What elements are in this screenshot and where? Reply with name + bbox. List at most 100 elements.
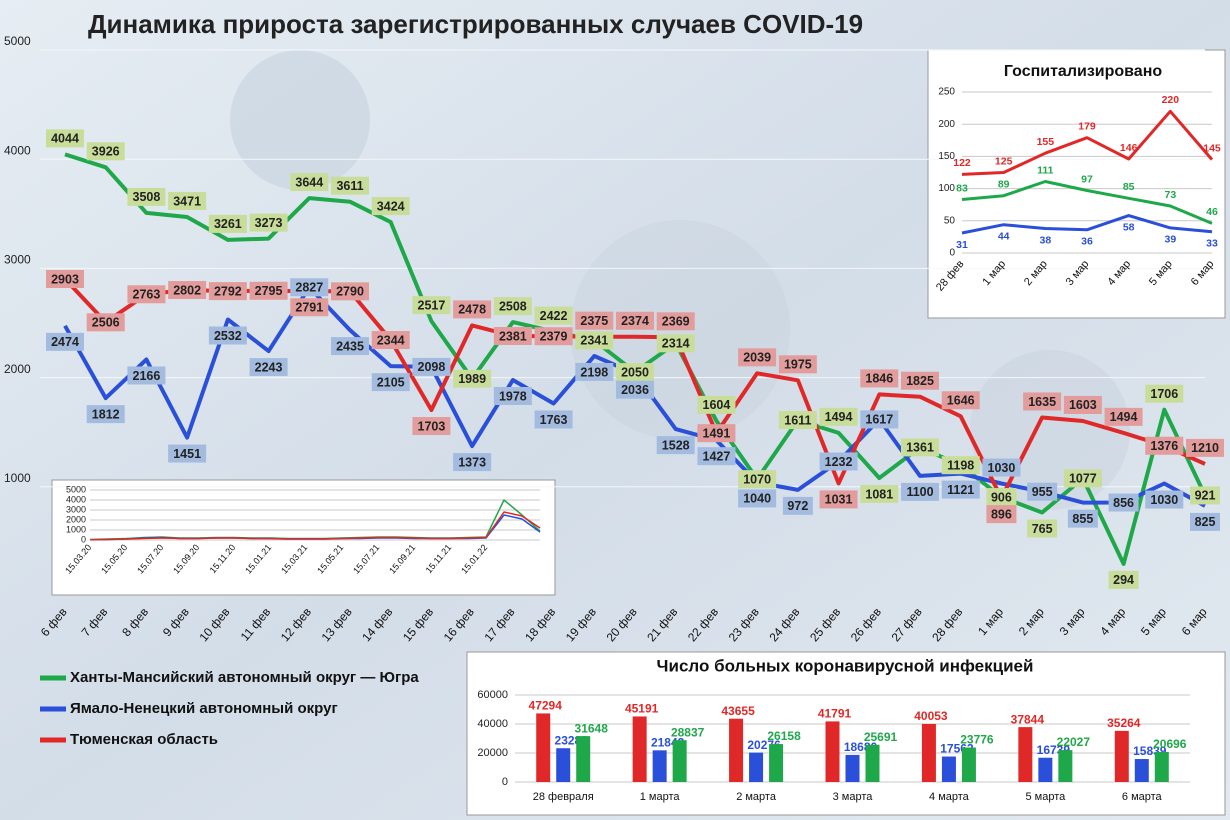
x-tick-label: 5 марта <box>1025 791 1066 803</box>
value-label: 2827 <box>295 281 323 295</box>
value-label: 35264 <box>1107 716 1141 730</box>
value-label: 972 <box>787 499 808 513</box>
value-label-box <box>493 387 532 406</box>
value-label-box <box>616 311 654 330</box>
value-label-box <box>371 331 410 350</box>
value-label: 856 <box>1113 496 1134 510</box>
y-tick-label: 2000 <box>4 362 31 376</box>
value-label: 1491 <box>703 426 731 440</box>
value-label-box <box>534 306 573 325</box>
value-label: 3611 <box>336 179 363 193</box>
value-label: 1210 <box>1191 441 1219 455</box>
value-label-box <box>127 366 166 385</box>
value-label: 1528 <box>662 438 690 452</box>
series-line <box>961 214 1213 235</box>
value-label: 1198 <box>947 458 974 472</box>
value-label-box <box>738 489 777 508</box>
bar <box>845 754 860 782</box>
value-label: 47294 <box>529 699 563 713</box>
value-label: 4044 <box>51 132 79 146</box>
value-label: 3424 <box>377 199 405 213</box>
y-tick-label: 5000 <box>66 484 86 494</box>
value-label: 1706 <box>1150 387 1178 401</box>
value-label: 28837 <box>671 725 705 739</box>
value-label-box <box>901 438 939 457</box>
value-label-box <box>819 452 858 471</box>
value-label-box <box>901 482 939 501</box>
value-label-box <box>986 488 1017 507</box>
value-label: 40053 <box>914 709 948 723</box>
value-label: 1812 <box>92 407 120 421</box>
value-label: 2341 <box>580 334 608 348</box>
value-label: 85 <box>1123 181 1135 193</box>
value-label-box <box>575 362 614 381</box>
y-tick-label: 150 <box>938 151 955 162</box>
value-label: 2763 <box>133 288 161 302</box>
value-label: 2795 <box>255 284 283 298</box>
value-label: 2532 <box>214 329 242 343</box>
bar <box>1154 751 1169 782</box>
value-label-box <box>941 480 980 499</box>
value-label-box <box>412 357 451 376</box>
y-tick-label: 0 <box>949 248 955 259</box>
y-tick-label: 3000 <box>66 504 86 514</box>
value-label: 38 <box>1039 234 1051 246</box>
bar <box>536 713 551 782</box>
value-label: 2506 <box>92 316 120 330</box>
value-label: 1604 <box>703 398 731 412</box>
bar <box>672 740 687 782</box>
value-label-box <box>46 269 84 288</box>
value-label: 3644 <box>295 175 323 189</box>
value-label-box <box>778 355 817 374</box>
value-label: 20696 <box>1153 737 1187 751</box>
value-label: 3261 <box>214 217 242 231</box>
value-label-box <box>1027 482 1058 501</box>
value-label: 83 <box>956 182 968 194</box>
value-label: 921 <box>1195 489 1216 503</box>
value-label-box <box>453 453 492 472</box>
value-label-box <box>168 191 207 210</box>
value-label: 3471 <box>173 194 201 208</box>
decor <box>230 50 370 190</box>
value-label: 2802 <box>173 283 201 297</box>
value-label: 25691 <box>864 730 898 744</box>
value-label-box <box>616 363 654 382</box>
value-label-box <box>412 296 451 315</box>
value-label-box <box>941 391 980 410</box>
value-label: 1611 <box>784 413 811 427</box>
legend-label: Тюменская область <box>70 731 218 748</box>
value-label-box <box>901 371 939 390</box>
value-label-box <box>860 369 899 388</box>
y-tick-label: 1000 <box>66 524 86 534</box>
value-label: 22027 <box>1057 735 1091 749</box>
hospital-title: Госпитализировано <box>1004 63 1162 80</box>
value-label-box <box>860 484 899 503</box>
bar <box>1058 750 1073 782</box>
value-label: 2198 <box>580 365 608 379</box>
main-title: Динамика прироста зарегистрированных слу… <box>88 9 863 39</box>
value-label: 2374 <box>621 314 649 328</box>
value-label: 2790 <box>336 285 364 299</box>
hospital-panel <box>927 49 1226 319</box>
value-label: 122 <box>953 157 971 169</box>
value-label: 36 <box>1081 236 1093 248</box>
y-tick-label: 20000 <box>477 747 508 759</box>
value-label: 1978 <box>499 389 527 403</box>
value-label-box <box>575 311 614 330</box>
value-label: 955 <box>1032 485 1053 499</box>
value-label-box <box>1023 392 1062 411</box>
value-label: 3508 <box>133 190 161 204</box>
value-label-box <box>941 456 980 475</box>
x-tick-label: 1 марта <box>640 791 681 803</box>
value-label: 825 <box>1195 515 1216 529</box>
value-label: 906 <box>991 490 1012 504</box>
value-label-box <box>493 297 532 316</box>
legend-label: Ямало-Ненецкий автономный округ <box>70 700 338 717</box>
value-label: 1703 <box>418 419 446 433</box>
y-tick-label: 1000 <box>4 471 31 485</box>
value-label-box <box>290 278 329 297</box>
value-label: 1427 <box>703 449 731 463</box>
value-label: 73 <box>1164 189 1176 201</box>
legend-label: Ханты-Мансийский автономный округ — Югра <box>70 669 419 686</box>
